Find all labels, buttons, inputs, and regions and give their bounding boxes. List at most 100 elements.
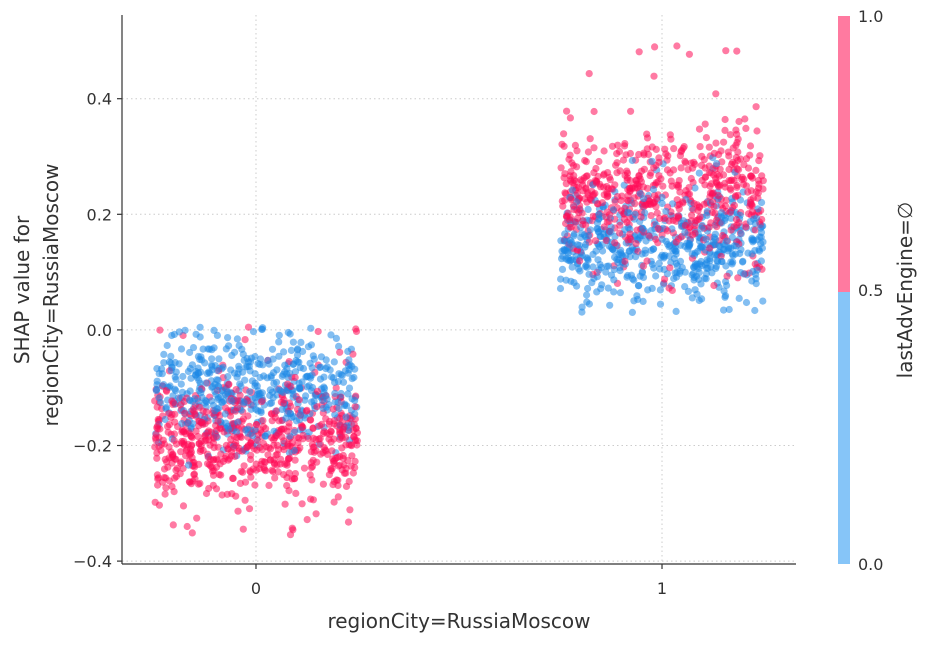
shap-point: [691, 222, 699, 230]
shap-point: [247, 354, 255, 362]
shap-point: [296, 411, 305, 419]
shap-point: [652, 145, 660, 153]
shap-point: [212, 463, 221, 471]
shap-point: [584, 205, 592, 213]
shap-point: [661, 145, 669, 153]
shap-point: [288, 524, 296, 532]
shap-point: [712, 90, 720, 98]
shap-point: [266, 445, 275, 453]
shap-point: [246, 388, 254, 396]
shap-point: [719, 231, 727, 240]
shap-point: [256, 443, 264, 451]
shap-point: [598, 199, 607, 207]
shap-point: [292, 417, 301, 425]
shap-point: [670, 145, 678, 153]
shap-point: [213, 366, 221, 375]
shap-point: [319, 404, 327, 412]
shap-point: [341, 400, 349, 408]
shap-point: [658, 251, 666, 259]
shap-point: [691, 184, 699, 192]
shap-point: [621, 257, 629, 265]
shap-point: [610, 288, 618, 296]
shap-point: [575, 241, 583, 249]
shap-point: [748, 208, 757, 216]
shap-point: [204, 453, 212, 461]
shap-point: [656, 300, 665, 308]
shap-point: [209, 471, 218, 479]
shap-point: [167, 413, 175, 422]
shap-point: [240, 399, 248, 407]
shap-point: [291, 470, 299, 478]
shap-point: [325, 420, 333, 428]
shap-point: [186, 348, 194, 357]
shap-point: [208, 355, 216, 363]
shap-point: [733, 130, 741, 138]
shap-point: [338, 434, 346, 442]
shap-point: [345, 384, 354, 392]
shap-point: [690, 158, 698, 166]
shap-point: [676, 188, 684, 196]
shap-point: [688, 250, 696, 258]
shap-point: [225, 380, 233, 388]
shap-point: [294, 439, 302, 447]
shap-point: [184, 419, 192, 427]
shap-point: [694, 247, 702, 256]
shap-point: [672, 238, 680, 246]
colorbar-low-segment: [838, 292, 850, 564]
shap-point: [592, 164, 600, 173]
shap-point: [642, 237, 650, 245]
shap-point: [205, 427, 213, 435]
shap-point: [759, 297, 767, 305]
shap-point: [626, 184, 634, 192]
colorbar-ticks: 0.0 0.5 1.0: [858, 7, 883, 574]
shap-point: [166, 382, 174, 390]
shap-point: [154, 475, 162, 483]
shap-point: [711, 230, 720, 238]
colorbar: 0.0 0.5 1.0 lastAdvEngine=∅: [838, 7, 917, 574]
shap-point: [564, 256, 572, 264]
shap-point: [723, 237, 731, 245]
shap-point: [170, 488, 178, 496]
shap-point: [175, 394, 183, 402]
shap-point: [330, 498, 338, 506]
shap-point: [662, 207, 670, 215]
shap-point: [746, 151, 754, 159]
shap-point: [338, 372, 346, 380]
shap-point: [225, 425, 233, 433]
shap-point: [284, 380, 292, 388]
shap-point: [234, 507, 242, 515]
shap-point: [217, 471, 225, 479]
shap-point: [239, 525, 247, 533]
shap-point: [342, 482, 351, 490]
shap-point: [195, 422, 203, 430]
shap-point: [672, 307, 680, 315]
shap-point: [586, 135, 594, 143]
shap-point: [155, 394, 163, 402]
shap-point: [351, 457, 359, 465]
shap-point: [175, 328, 183, 336]
shap-point: [754, 205, 762, 213]
shap-point: [605, 217, 613, 225]
shap-point: [638, 268, 646, 276]
shap-point: [285, 423, 293, 431]
shap-point: [241, 336, 249, 344]
shap-point: [726, 131, 735, 139]
shap-point: [640, 151, 648, 159]
shap-point: [758, 198, 766, 207]
shap-point: [607, 228, 615, 236]
shap-point: [710, 281, 718, 290]
shap-point: [607, 271, 616, 279]
shap-point: [300, 464, 309, 472]
shap-point: [307, 459, 315, 467]
shap-point: [713, 223, 721, 231]
shap-point: [624, 209, 632, 217]
shap-point: [244, 323, 253, 331]
x-tick-label: 0: [251, 579, 261, 598]
data-points: [151, 42, 767, 539]
shap-point: [578, 308, 586, 316]
shap-point: [153, 377, 161, 385]
shap-point: [199, 345, 207, 353]
shap-point: [158, 370, 166, 378]
shap-point: [589, 212, 597, 220]
